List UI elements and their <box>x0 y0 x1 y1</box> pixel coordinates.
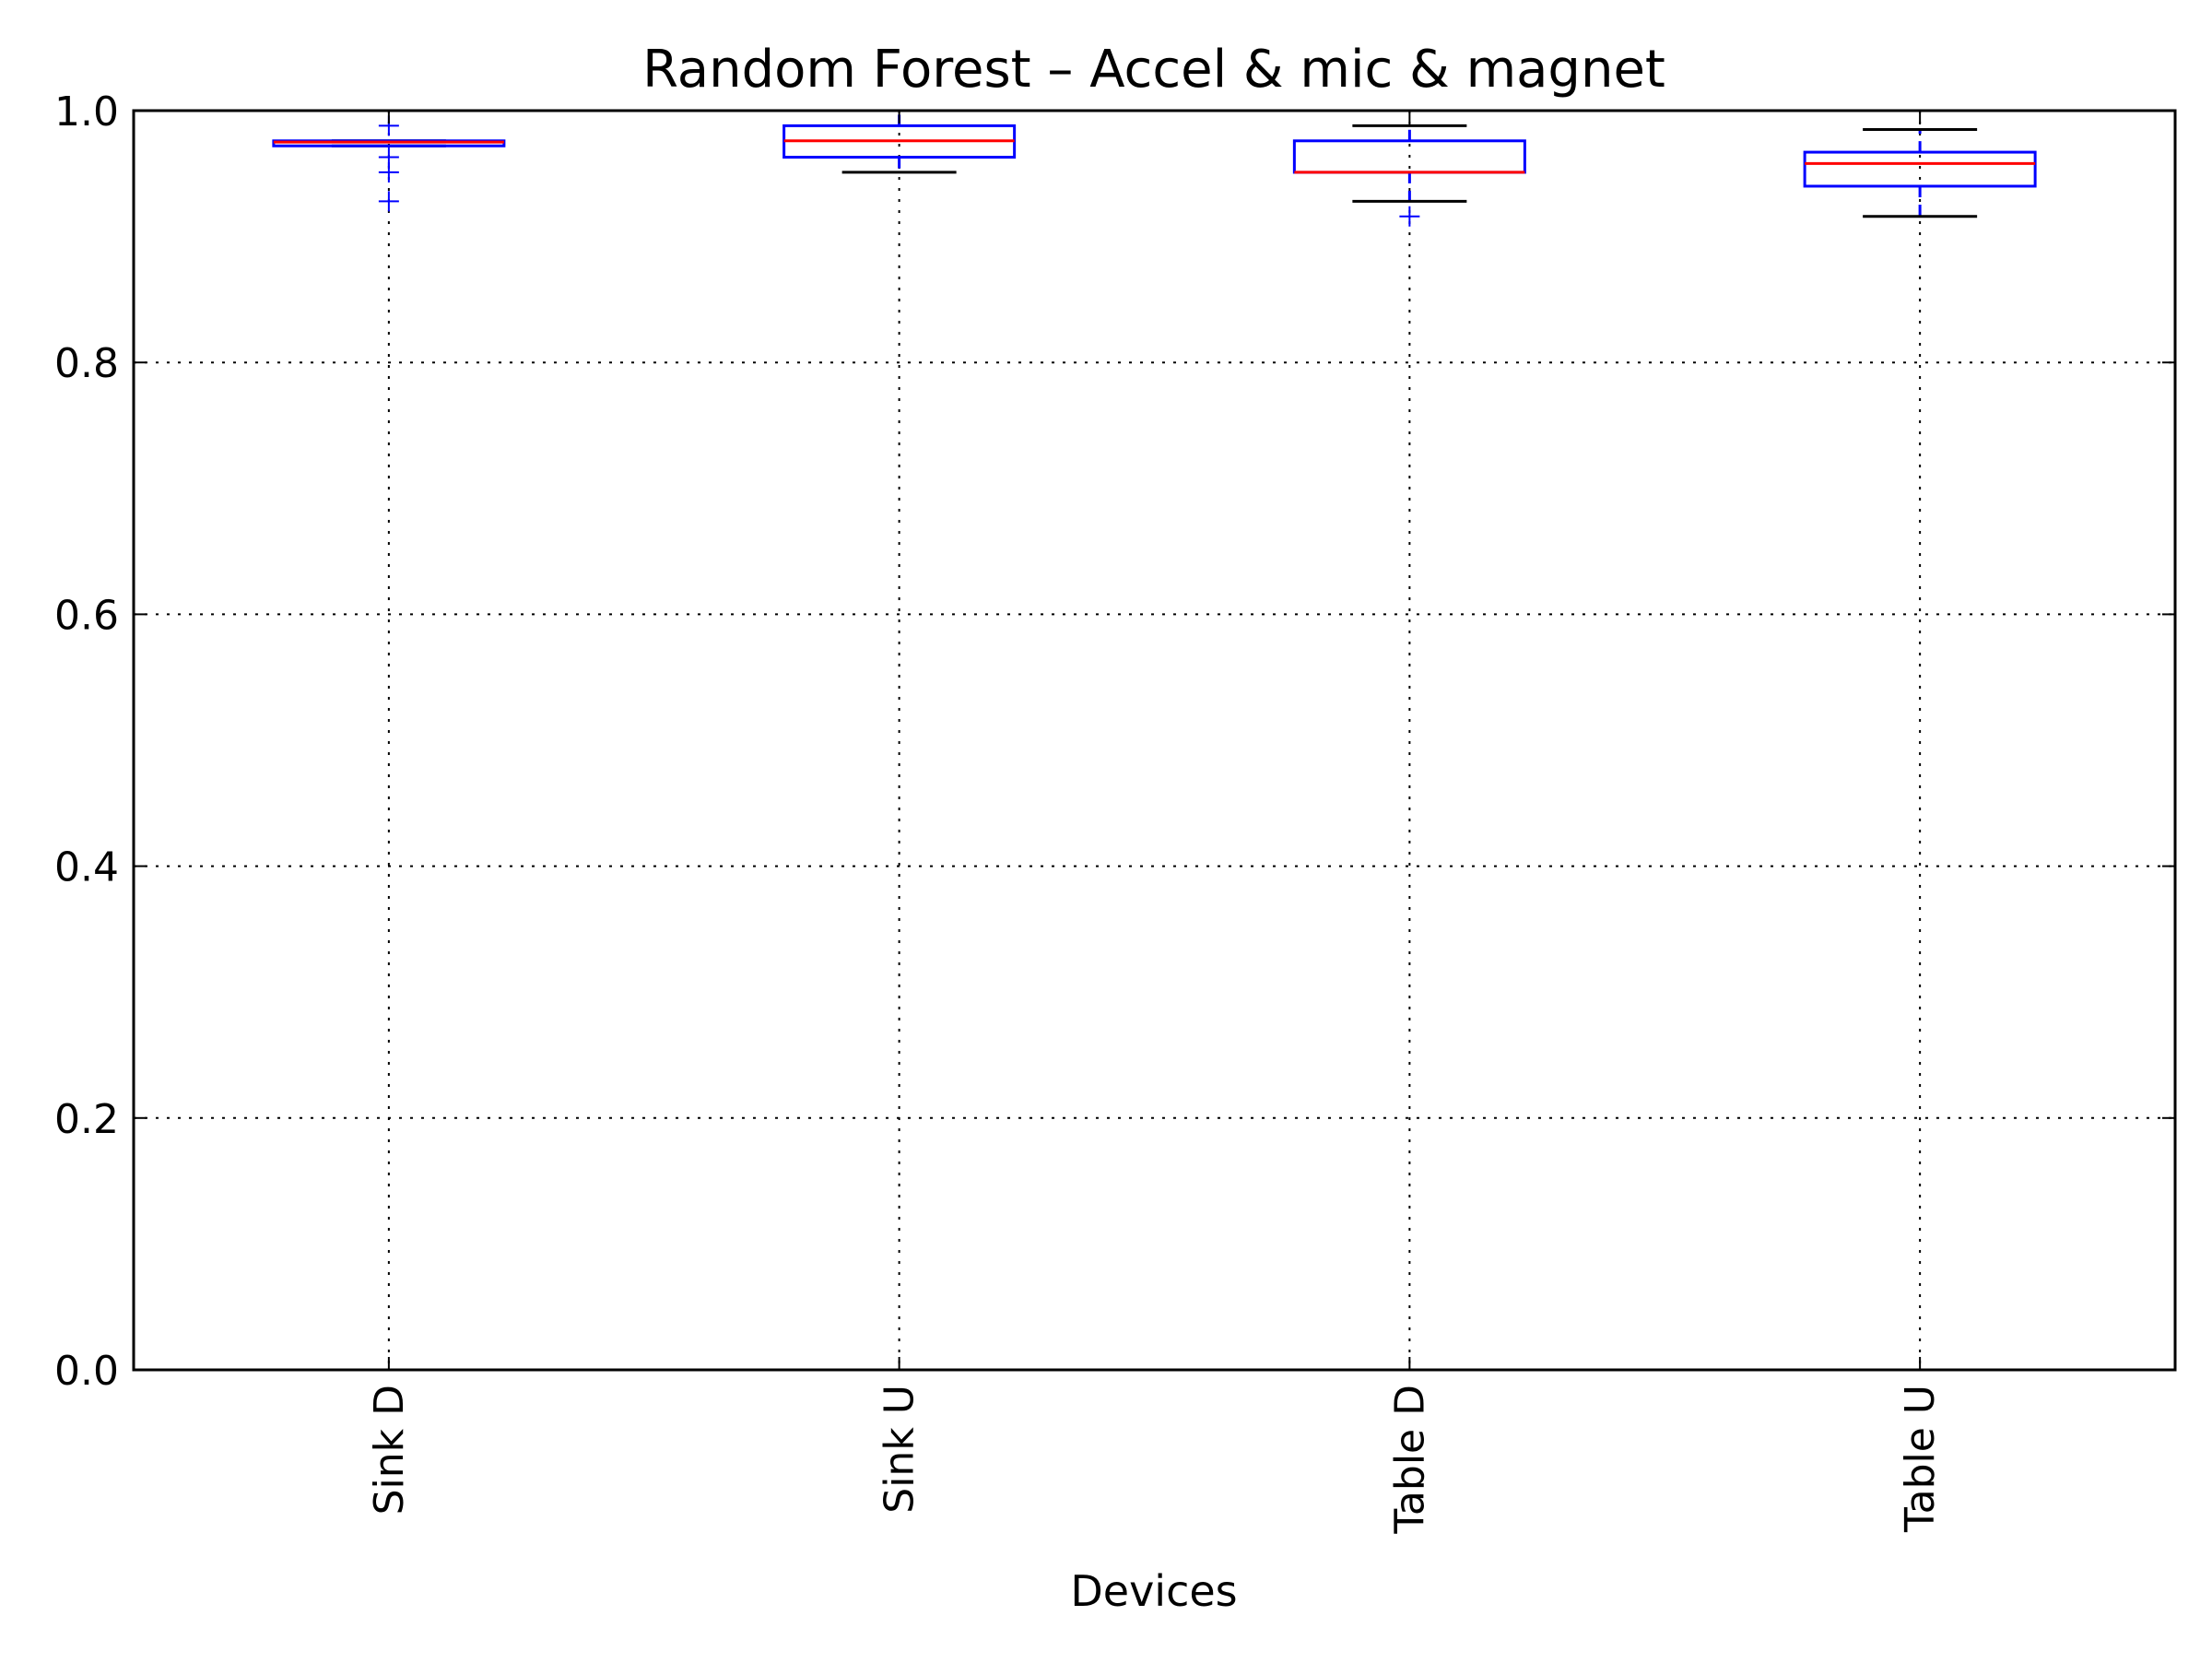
y-tick-label: 0.6 <box>54 592 119 639</box>
box-table-d <box>1292 124 1526 227</box>
x-tick-label: Sink D <box>366 1385 413 1515</box>
x-tick-label: Table U <box>1897 1385 1944 1533</box>
chart-title: Random Forest – Accel & mic & magnet <box>642 40 1665 100</box>
y-tick-label: 0.0 <box>54 1348 119 1395</box>
y-tick-label: 0.8 <box>54 340 119 387</box>
x-tick-label: Sink U <box>877 1385 924 1514</box>
outlier-marker <box>378 147 399 168</box>
grid-lines <box>134 111 2175 1370</box>
x-tick-label: Table D <box>1386 1385 1433 1535</box>
y-tick-label: 0.4 <box>54 844 119 891</box>
box-series <box>272 109 2037 227</box>
plot-area-frame <box>132 109 2177 1372</box>
box-table-u <box>1803 127 2037 218</box>
x-axis-label: Devices <box>1070 1566 1237 1616</box>
y-tick-label: 0.2 <box>54 1096 119 1143</box>
outlier-marker <box>378 191 399 212</box>
y-tick-label: 1.0 <box>54 88 119 136</box>
outlier-marker <box>1399 206 1420 227</box>
box-sink-d <box>272 115 506 212</box>
axis-ticks: 0.0 0.2 0.4 0.6 0.8 1.0 Sink D Sink U Table D Tab… <box>54 88 2175 1535</box>
box-iqr <box>1803 150 2037 188</box>
